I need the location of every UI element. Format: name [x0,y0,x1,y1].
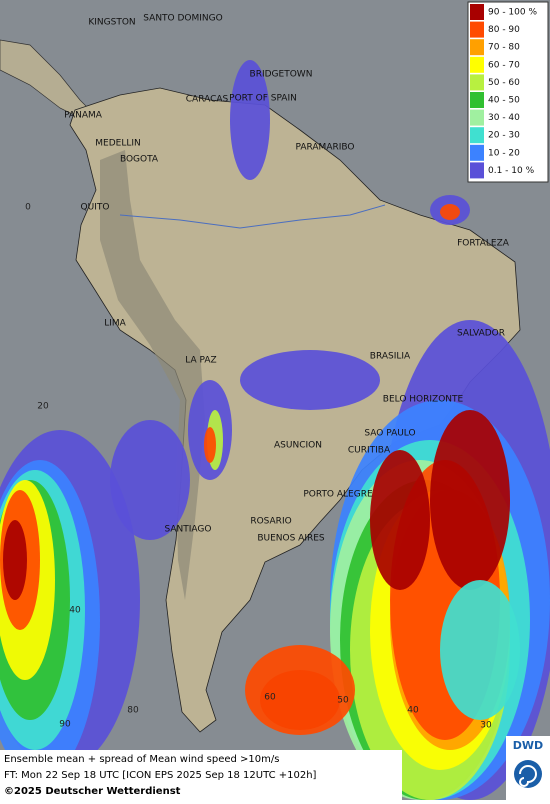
city-label: PANAMA [64,111,103,121]
legend-swatch [470,162,484,179]
grid-label: 0 [25,203,31,213]
legend-label: 60 - 70 [488,60,520,70]
city-label: ASUNCION [274,441,322,451]
legend-swatch [470,4,484,20]
wind-area [440,204,460,220]
footer-line: FT: Mon 22 Sep 18 UTC [ICON EPS 2025 Sep… [4,770,317,781]
city-label: MEDELLIN [95,139,140,149]
amazon-river [119,204,386,229]
legend-swatch [470,109,484,126]
city-label: CURITIBA [348,446,391,456]
footer: Ensemble mean + spread of Mean wind spee… [4,754,317,797]
city-label: LIMA [104,319,126,329]
footer-line: Ensemble mean + spread of Mean wind spee… [4,754,279,765]
legend-swatch [470,39,484,56]
wind-area [240,350,380,410]
grid-label: 80 [127,706,139,716]
legend-swatch [470,144,484,161]
city-label: ROSARIO [250,517,291,527]
city-label: LA PAZ [185,356,216,366]
grid-label: 40 [407,706,419,716]
wind-area [430,410,510,590]
grid-label: 60 [264,693,276,703]
legend-label: 30 - 40 [488,113,520,123]
grid-label: 40 [69,606,81,616]
grid-label: 50 [337,696,349,706]
legend-label: 20 - 30 [488,131,520,141]
logo-swirl [519,765,537,787]
city-label: BOGOTA [120,155,159,165]
wind-area [440,580,520,720]
footer-line: ©2025 Deutscher Wetterdienst [4,786,181,797]
city-label: SANTO DOMINGO [143,14,222,24]
city-label: FORTALEZA [457,239,510,249]
legend-swatch [470,127,484,144]
city-label: CARACAS [186,95,229,105]
legend-label: 40 - 50 [488,96,520,106]
city-label: SAO PAULO [364,429,415,439]
grid-label: 90 [59,720,71,730]
city-label: SANTIAGO [165,525,212,535]
legend-swatch [470,56,484,73]
wind-area [110,420,190,540]
legend-swatch [470,21,484,38]
legend-label: 50 - 60 [488,78,520,88]
logo-text: DWD [513,739,543,752]
wind-area [370,450,430,590]
city-label: QUITO [81,203,110,213]
grid-label: 30 [480,721,492,731]
legend-label: 70 - 80 [488,43,520,53]
wind-area [3,520,27,600]
city-label: PARAMARIBO [296,143,355,153]
legend-label: 10 - 20 [488,148,520,158]
legend-swatch [470,92,484,108]
wind-field [0,60,550,800]
city-label: PORTO ALEGRE [303,490,373,500]
legend-label: 90 - 100 % [488,8,537,18]
city-label: BRASILIA [370,352,411,362]
footer-box [0,750,402,800]
wind-area [230,60,270,180]
legend: 90 - 100 % 80 - 90 70 - 80 60 - 70 50 - 60 40… [467,1,549,183]
city-label: BRIDGETOWN [250,70,313,80]
grid-label: 20 [37,402,49,412]
city-label: BUENOS AIRES [257,534,325,544]
legend-label: 0.1 - 10 % [488,166,535,176]
wind-area [245,645,355,735]
legend-label: 80 - 90 [488,25,520,35]
city-label: KINGSTON [88,18,135,28]
city-label: BELO HORIZONTE [383,395,464,405]
city-label: PORT OF SPAIN [229,94,297,104]
legend-swatch [470,74,484,91]
city-label: SALVADOR [457,329,505,339]
wind-area [204,427,216,463]
